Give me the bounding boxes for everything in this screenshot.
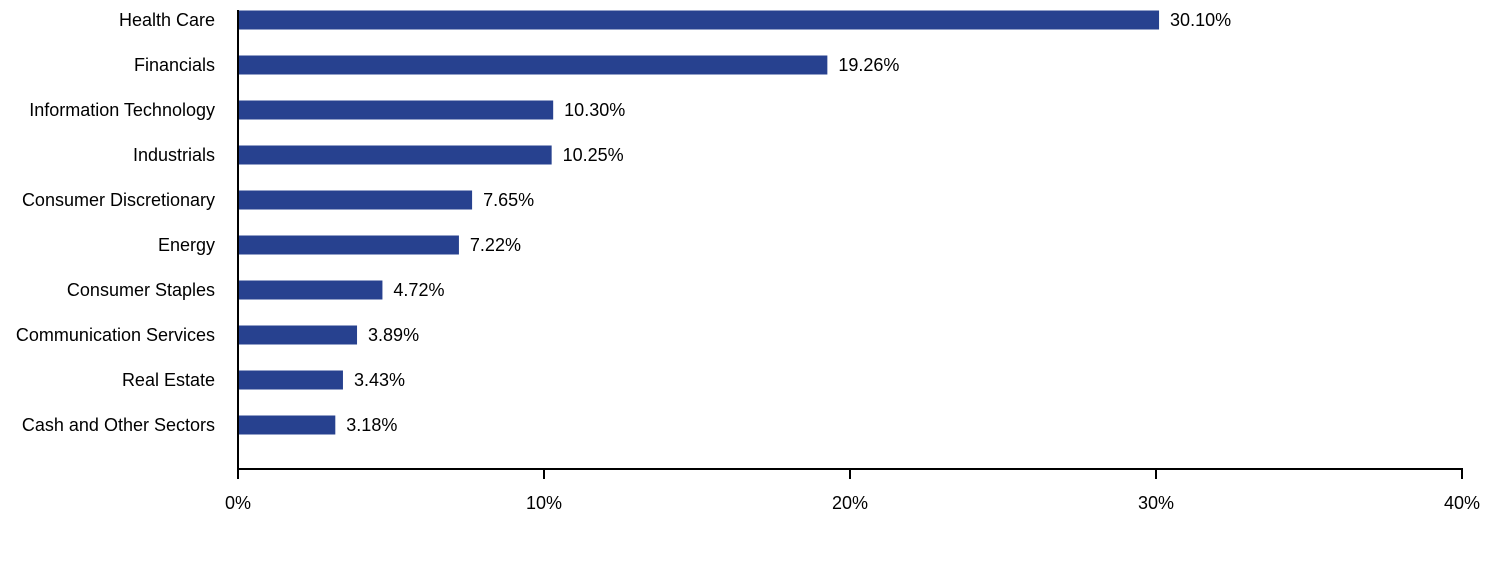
x-tick-label: 20% — [832, 493, 868, 513]
category-label: Consumer Discretionary — [22, 190, 215, 210]
bar — [238, 370, 343, 390]
category-label: Real Estate — [122, 370, 215, 390]
value-labels: 30.10% 19.26% 10.30% 10.25% 7.65% 7.22% 4.72% 3… — [346, 10, 1231, 435]
category-label: Communication Services — [16, 325, 215, 345]
data-label: 7.22% — [470, 235, 521, 255]
x-axis-ticks: 0% 10% 20% 30% 40% — [225, 469, 1480, 513]
bars-layer — [238, 10, 1160, 435]
data-label: 3.43% — [354, 370, 405, 390]
data-label: 4.72% — [393, 280, 444, 300]
data-label: 10.30% — [564, 100, 625, 120]
bar — [238, 235, 459, 255]
data-label: 19.26% — [838, 55, 899, 75]
data-label: 7.65% — [483, 190, 534, 210]
data-label: 3.89% — [368, 325, 419, 345]
data-label: 3.18% — [346, 415, 397, 435]
data-label: 30.10% — [1170, 10, 1231, 30]
bar — [238, 190, 473, 210]
x-tick-label: 40% — [1444, 493, 1480, 513]
bar — [238, 100, 554, 120]
bar — [238, 280, 383, 300]
x-tick-label: 30% — [1138, 493, 1174, 513]
data-label: 10.25% — [563, 145, 624, 165]
x-tick-label: 0% — [225, 493, 251, 513]
bar — [238, 55, 828, 75]
category-label: Financials — [134, 55, 215, 75]
category-label: Cash and Other Sectors — [22, 415, 215, 435]
category-label: Health Care — [119, 10, 215, 30]
x-tick-label: 10% — [526, 493, 562, 513]
category-label: Consumer Staples — [67, 280, 215, 300]
category-label: Energy — [158, 235, 215, 255]
bar — [238, 145, 552, 165]
bar — [238, 415, 336, 435]
category-label: Industrials — [133, 145, 215, 165]
category-labels: Health Care Financials Information Technol… — [16, 10, 215, 435]
bar — [238, 10, 1160, 30]
category-label: Information Technology — [29, 100, 215, 120]
bar — [238, 325, 358, 345]
